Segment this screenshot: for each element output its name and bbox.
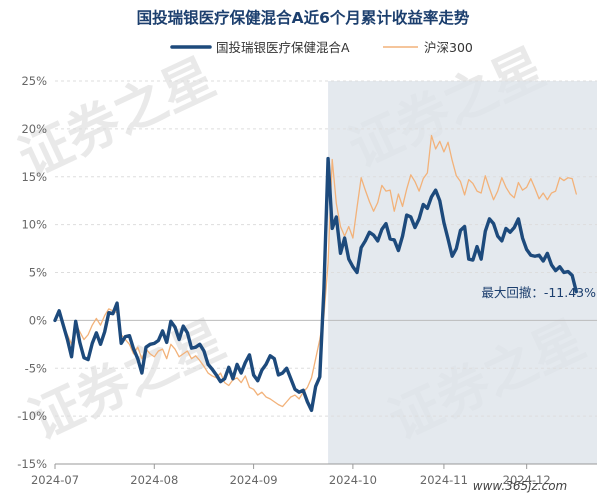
- legend-label-fund: 国投瑞银医疗保健混合A: [216, 40, 350, 55]
- series-line-fund: [53, 156, 579, 413]
- y-tick-label: 5%: [29, 266, 47, 280]
- watermark-url: www.365jz.com: [473, 479, 567, 493]
- legend: 国投瑞银医疗保健混合A 沪深300: [170, 40, 473, 55]
- watermark-text: 证券之星: [10, 47, 224, 189]
- x-tick-label: 2024-11: [420, 473, 468, 487]
- x-tick-label: 2024-09: [230, 473, 278, 487]
- series-line-hs300: [54, 134, 577, 408]
- drawdown-shade: [328, 81, 597, 464]
- watermark-text: 证券之星: [20, 309, 234, 451]
- x-tick-label: 2024-12: [503, 473, 551, 487]
- x-tick-label: 2024-07: [31, 473, 79, 487]
- y-tick-label: 10%: [21, 218, 47, 232]
- legend-label-hs300: 沪深300: [424, 40, 473, 55]
- plot-area: -15% -10% -5% 0% 5% 10% 15% 20% 25% 2024-07 2024-…: [17, 74, 597, 487]
- x-tick-label: 2024-08: [130, 473, 178, 487]
- y-tick-label: 15%: [21, 170, 47, 184]
- y-tick-label: 0%: [29, 313, 47, 327]
- y-tick-label: -15%: [17, 457, 47, 471]
- max-drawdown-annotation: 最大回撤：-11.43%: [481, 285, 596, 300]
- y-tick-label: -10%: [17, 409, 47, 423]
- chart-title: 国投瑞银医疗保健混合A近6个月累计收益率走势: [137, 8, 470, 27]
- y-tick-label: 20%: [21, 122, 47, 136]
- y-tick-label: 25%: [21, 74, 47, 88]
- x-tick-label: 2024-10: [329, 473, 377, 487]
- y-tick-label: -5%: [25, 361, 47, 375]
